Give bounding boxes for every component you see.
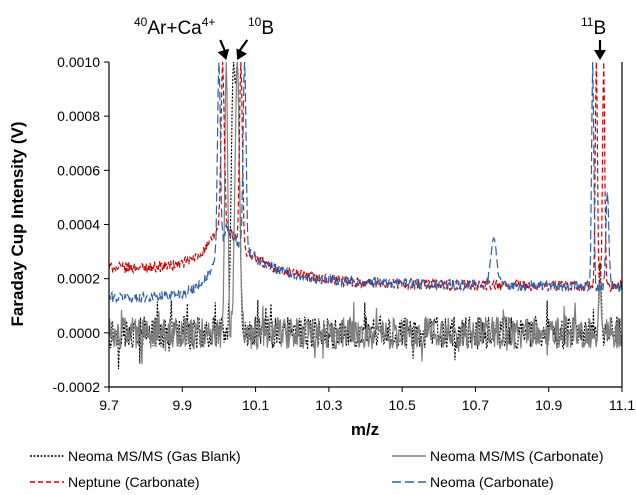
legend-label: Neoma (Carbonate): [430, 474, 554, 490]
annotation-species: B: [261, 18, 274, 39]
series-line-4: [109, 62, 622, 304]
series-group: [109, 62, 622, 370]
x-axis-title: m/z: [351, 420, 379, 439]
ticks: 9.7 9.9 10.1 10.3 10.5 10.7 10.9 11.1 -0.0002 0.0…: [53, 54, 636, 413]
x-tick-label: 11.1: [609, 397, 635, 413]
annotation-arrow-head: [594, 50, 607, 60]
y-tick-label: 0.0008: [57, 108, 100, 124]
y-tick-label: 0.0000: [57, 325, 100, 341]
legend-label: Neptune (Carbonate): [68, 474, 200, 490]
legend: Neoma MS/MS (Gas Blank) Neoma MS/MS (Carb…: [30, 448, 604, 490]
x-tick-label: 9.7: [99, 397, 119, 413]
annotation-charge: 4+: [202, 15, 216, 29]
y-axis-title: Faraday Cup Intensity (V): [8, 122, 27, 327]
series-line-3: [109, 62, 622, 293]
x-tick-label: 10.1: [242, 397, 269, 413]
annotation-label: 40Ar+Ca4+: [134, 15, 215, 39]
annotation-species: Ar+Ca: [147, 18, 202, 39]
legend-label: Neoma MS/MS (Carbonate): [430, 448, 604, 464]
y-tick-label: 0.0010: [57, 54, 100, 70]
legend-label: Neoma MS/MS (Gas Blank): [68, 448, 241, 464]
x-tick-label: 10.5: [389, 397, 416, 413]
y-tick-label: 0.0006: [57, 162, 100, 178]
peak-annotations: 40Ar+Ca4+ 10B 11B: [134, 15, 606, 60]
x-tick-label: 10.3: [315, 397, 342, 413]
series-line-2: [109, 62, 622, 365]
annotation-arrow-head: [236, 48, 248, 60]
annotation-arrow-head: [217, 48, 230, 60]
y-tick-label: 0.0002: [57, 271, 100, 287]
annotation-species: B: [593, 18, 606, 39]
y-tick-label: -0.0002: [53, 379, 101, 395]
y-tick-label: 0.0004: [57, 217, 100, 233]
annotation-mass: 11: [581, 15, 594, 29]
annotation-label: 11B: [581, 15, 606, 39]
annotation-label: 10B: [248, 15, 274, 39]
annotation-mass: 40: [134, 15, 148, 29]
annotation-mass: 10: [248, 15, 262, 29]
x-tick-label: 10.7: [462, 397, 489, 413]
x-tick-label: 9.9: [173, 397, 193, 413]
x-tick-label: 10.9: [535, 397, 562, 413]
